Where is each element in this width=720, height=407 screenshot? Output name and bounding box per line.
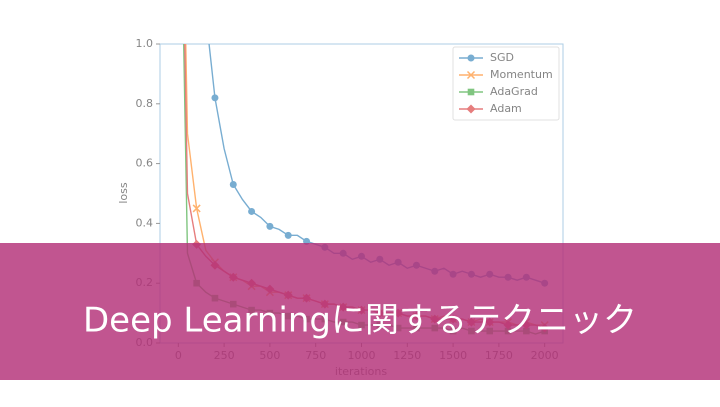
y-tick-label: 1.0 (136, 37, 154, 50)
y-tick-label: 0.8 (136, 97, 154, 110)
series-line (208, 44, 545, 284)
marker (248, 207, 256, 215)
legend-label: SGD (490, 51, 514, 64)
banner-title: Deep Learningに関するテクニック (83, 301, 637, 341)
legend-box (452, 46, 560, 121)
legend-label: AdaGrad (490, 85, 538, 98)
legend-label: Adam (490, 102, 522, 115)
legend: SGD Momentum AdaGrad Adam (452, 46, 560, 121)
y-tick-label: 0.4 (136, 216, 154, 229)
marker (466, 104, 476, 114)
marker (211, 94, 219, 102)
marker (266, 222, 274, 230)
y-tick-label: 0.6 (136, 157, 154, 170)
legend-label: Momentum (490, 68, 553, 81)
y-axis-label: loss (117, 182, 130, 204)
marker (467, 54, 475, 62)
marker (229, 181, 237, 189)
marker (284, 231, 292, 239)
banner (0, 243, 720, 380)
marker (192, 204, 201, 213)
marker (466, 70, 476, 80)
marker (467, 88, 475, 96)
